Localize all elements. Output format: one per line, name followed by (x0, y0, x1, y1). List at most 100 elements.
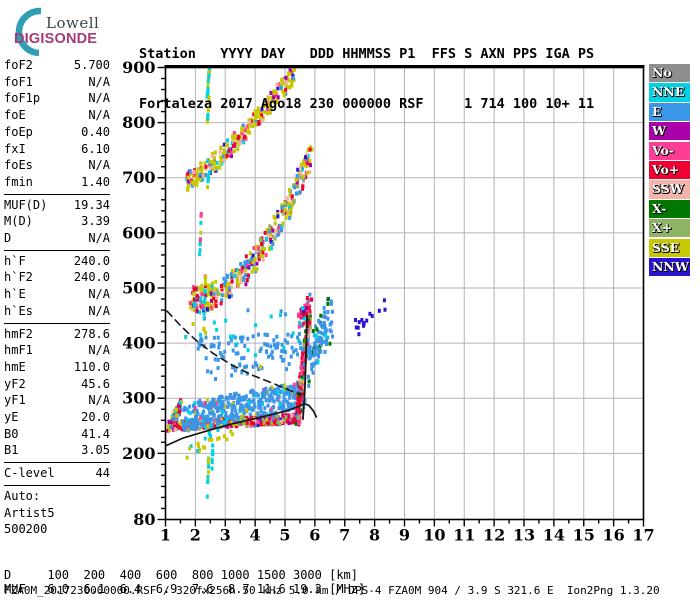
param-label: foF2 (4, 58, 33, 72)
param-row: h`F 240.0 (4, 253, 110, 270)
svg-text:13: 13 (513, 526, 535, 545)
plot-axes: 1 2 3 4 5 6 7 8 9 10 11 12 13 14 15 16 17802003004005006… (122, 58, 655, 545)
param-row: h`F2 240.0 (4, 269, 110, 286)
param-label: D (4, 231, 12, 246)
legend-item: W (649, 122, 690, 141)
param-row: foEp 0.40 (4, 124, 110, 141)
svg-text:2: 2 (190, 526, 201, 545)
svg-text:12: 12 (483, 526, 505, 545)
param-label: yE (4, 410, 19, 425)
param-label: hmF2 (4, 326, 33, 341)
param-label: B0 (4, 426, 19, 441)
param-label: foF1p (4, 91, 41, 106)
header-values-line: Fortaleza 2017 Ago18 230 000000 RSF 1 71… (139, 95, 595, 112)
param-value: N/A (88, 231, 110, 246)
param-group: C-level 44 (4, 462, 110, 485)
svg-text:3: 3 (220, 526, 231, 545)
param-row: hmF1 N/A (4, 342, 110, 359)
param-value: 240.0 (73, 270, 110, 285)
legend-item: NNW (649, 257, 690, 277)
curve-true-height-profile (165, 402, 318, 447)
param-row: foF1 N/A (4, 74, 110, 91)
param-row: hmE 110.0 (4, 359, 110, 376)
param-label: h`Es (4, 303, 33, 318)
legend-item: Vo+ (649, 160, 690, 180)
param-label: fmin (4, 174, 33, 189)
param-group: foF2 5.700 foF1 N/A foF1p N/A foE N/A foEp 0.40 fx… (4, 55, 110, 194)
param-row: foF2 5.700 (4, 57, 110, 74)
param-row: fxI 6.10 (4, 141, 110, 158)
param-row: M(D) 3.39 (4, 213, 110, 230)
svg-text:500: 500 (122, 278, 155, 297)
param-value: 110.0 (73, 359, 110, 374)
profile-curves (165, 310, 318, 447)
param-label: fxI (4, 141, 26, 156)
svg-text:1: 1 (160, 526, 171, 545)
param-value: N/A (88, 158, 110, 173)
param-value: N/A (88, 303, 110, 318)
param-label: foEs (4, 158, 33, 173)
legend-item: NNE (649, 83, 690, 102)
param-label: MUF(D) (4, 197, 48, 212)
logo-arc-icon (15, 7, 42, 56)
autoscaling-line: Auto: (4, 488, 41, 503)
svg-text:200: 200 (122, 444, 155, 463)
param-row: yE 20.0 (4, 409, 110, 426)
param-row: B1 3.05 (4, 442, 110, 459)
param-value: 1.40 (81, 174, 110, 189)
param-value: 41.4 (81, 426, 110, 441)
param-label: foE (4, 108, 26, 123)
svg-text:700: 700 (122, 168, 155, 187)
param-row: D N/A (4, 230, 110, 247)
legend-item: Vo- (649, 141, 690, 160)
station-header: Station YYYY DAY DDD HHMMSS P1 FFS S AXN… (139, 13, 594, 145)
plot-grid (165, 67, 644, 520)
param-row: B0 41.4 (4, 426, 110, 443)
param-row: h`E N/A (4, 286, 110, 303)
param-row: foEs N/A (4, 157, 110, 174)
param-row: foF1p N/A (4, 90, 110, 107)
legend-item: X+ (649, 219, 690, 238)
param-row: MUF(D) 19.34 (4, 197, 110, 214)
svg-text:80: 80 (133, 510, 155, 529)
svg-text:10: 10 (423, 526, 445, 545)
param-value: 19.34 (73, 197, 110, 212)
param-label: yF2 (4, 376, 26, 391)
dmuf-table: D 100 200 400 600 800 1000 1500 3000 [km… (4, 568, 366, 596)
param-group: hmF2 278.6 hmF1 N/A hmE 110.0 yF2 45.6 yF1 N/A yE 2… (4, 322, 110, 463)
legend-item: X- (649, 199, 690, 219)
svg-text:17: 17 (632, 526, 654, 545)
parameter-panel: foF2 5.700 foF1 N/A foF1p N/A foE N/A foEp 0.40 fx… (4, 55, 110, 541)
svg-text:6: 6 (309, 526, 320, 545)
param-label: foF1 (4, 74, 33, 89)
param-value: 3.39 (81, 214, 110, 229)
param-label: foEp (4, 124, 33, 139)
svg-text:7: 7 (339, 526, 350, 545)
param-value: N/A (88, 91, 110, 106)
header-columns-line: Station YYYY DAY DDD HHMMSS P1 FFS S AXN… (139, 46, 595, 62)
param-value: 45.6 (81, 376, 110, 391)
logo-digisonde-text: DIGISONDE (14, 31, 98, 47)
param-group: h`F 240.0 h`F2 240.0 h`E N/A h`Es N/A (4, 249, 110, 323)
param-row: C-level 44 (4, 465, 110, 482)
autoscaling-line: 500200 (4, 522, 48, 537)
legend-item: SSE (649, 238, 690, 257)
svg-text:4: 4 (250, 526, 261, 545)
param-row: hmF2 278.6 (4, 326, 110, 343)
svg-text:14: 14 (543, 526, 565, 545)
autoscaling-line: Artist5 (4, 505, 55, 520)
svg-text:9: 9 (399, 526, 410, 545)
svg-text:11: 11 (453, 526, 475, 545)
svg-text:8: 8 (369, 526, 380, 545)
param-row: yF1 N/A (4, 392, 110, 409)
legend-item: E (649, 102, 690, 122)
param-row: h`Es N/A (4, 303, 110, 320)
param-value: N/A (88, 393, 110, 408)
param-value: 6.10 (81, 141, 110, 156)
param-label: h`E (4, 287, 26, 302)
svg-text:16: 16 (602, 526, 624, 545)
param-value: 44 (95, 466, 110, 481)
